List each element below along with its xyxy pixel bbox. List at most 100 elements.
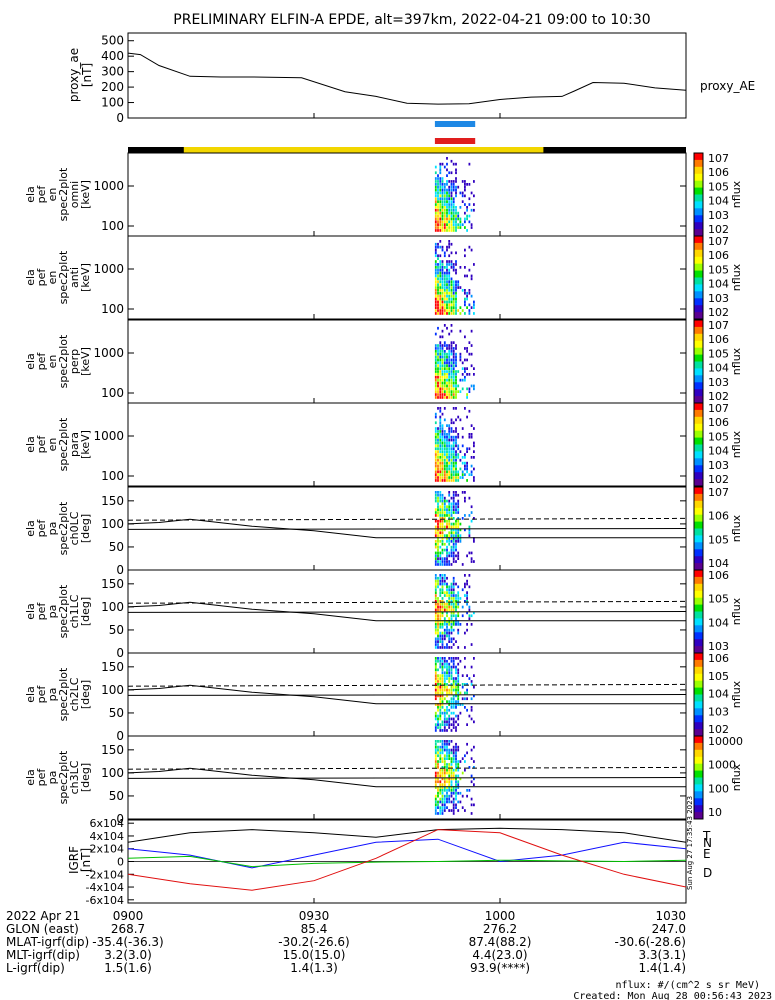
heatmap-cell — [455, 617, 457, 620]
heatmap-cell — [437, 277, 439, 281]
heatmap-cell — [446, 473, 448, 476]
heatmap-cell — [452, 665, 455, 669]
heatmap-cell — [439, 611, 442, 615]
heatmap-cell — [455, 620, 457, 623]
lc-curve — [127, 601, 686, 622]
colorbar-tick-label: 103 — [708, 705, 729, 718]
heatmap-cell — [455, 312, 457, 315]
heatmap-cell — [446, 605, 448, 609]
lc-curve — [127, 518, 686, 539]
heatmap-cell — [439, 545, 442, 549]
heatmap-cell — [439, 223, 442, 226]
heatmap-cell — [437, 393, 439, 396]
colorbar-segment — [694, 812, 703, 820]
heatmap-cell — [468, 496, 471, 500]
heatmap-cell — [439, 754, 442, 758]
heatmap-cell — [448, 688, 451, 692]
heatmap-cell — [437, 245, 439, 249]
heatmap-cell — [450, 214, 453, 218]
heatmap-cell — [450, 200, 453, 203]
heatmap-cell — [439, 438, 442, 442]
heatmap-cell — [461, 361, 464, 365]
heatmap-cell — [473, 208, 475, 212]
heatmap-cell — [450, 763, 453, 766]
heatmap-cell — [446, 168, 448, 172]
proxy-ytick-label: 400 — [101, 49, 124, 63]
panel-ylabel: [keV] — [79, 263, 92, 292]
heatmap-cell — [437, 271, 439, 275]
heatmap-cell — [448, 438, 451, 442]
heatmap-cell — [452, 289, 455, 292]
heatmap-cell — [455, 453, 457, 456]
heatmap-cell — [443, 289, 446, 292]
heatmap-cell — [461, 461, 464, 465]
heatmap-cell — [434, 396, 437, 399]
heatmap-cell — [448, 433, 451, 436]
heatmap-cell — [455, 464, 457, 468]
heatmap-cell — [439, 511, 442, 514]
heatmap-cell — [437, 242, 439, 246]
igrf-ytick-label: 6x104 — [89, 817, 124, 830]
heatmap-cell — [452, 789, 455, 792]
heatmap-cell — [459, 286, 462, 289]
heatmap-cell — [434, 671, 437, 675]
heatmap-cell — [439, 602, 442, 606]
heatmap-cell — [450, 563, 453, 566]
heatmap-cell — [434, 191, 437, 195]
heatmap-cell — [452, 180, 455, 183]
heatmap-cell — [443, 657, 446, 660]
proxy-legend: proxy_AE — [700, 79, 755, 93]
heatmap-cell — [450, 393, 453, 396]
heatmap-cell — [441, 809, 444, 812]
heatmap-cell — [441, 812, 444, 815]
heatmap-cell — [446, 248, 448, 252]
heatmap-cell — [446, 594, 448, 597]
heatmap-cell — [457, 479, 460, 482]
heatmap-cell — [437, 185, 439, 189]
heatmap-cell — [448, 726, 451, 729]
heatmap-cell — [455, 806, 457, 809]
heatmap-cell — [448, 396, 451, 399]
heatmap-cell — [439, 576, 442, 580]
heatmap-cell — [446, 611, 448, 615]
heatmap-cell — [452, 387, 455, 391]
heatmap-cell — [464, 220, 466, 224]
heatmap-cell — [448, 347, 451, 350]
heatmap-cell — [434, 355, 437, 359]
heatmap-cell — [434, 203, 437, 206]
heatmap-cell — [437, 456, 439, 459]
heatmap-cell — [443, 200, 446, 203]
heatmap-cell — [434, 378, 437, 382]
heatmap-cell — [437, 280, 439, 284]
igrf-ytick-label: -6x104 — [86, 894, 124, 907]
heatmap-cell — [468, 551, 471, 555]
heatmap-cell — [464, 312, 466, 315]
heatmap-cell — [455, 461, 457, 465]
heatmap-cell — [452, 748, 455, 752]
heatmap-cell — [439, 297, 442, 301]
heatmap-cell — [446, 479, 448, 482]
heatmap-cell — [452, 637, 455, 641]
heatmap-cell — [457, 522, 460, 526]
heatmap-cell — [434, 370, 437, 373]
heatmap-cell — [455, 378, 457, 382]
heatmap-cell — [448, 473, 451, 476]
heatmap-cell — [450, 458, 453, 462]
heatmap-cell — [437, 438, 439, 442]
heatmap-cell — [441, 711, 444, 715]
heatmap-cell — [439, 789, 442, 792]
heatmap-cell — [446, 470, 448, 474]
heatmap-cell — [450, 585, 453, 589]
heatmap-cell — [441, 677, 444, 680]
heatmap-cell — [448, 280, 451, 284]
heatmap-cell — [448, 637, 451, 641]
heatmap-cell — [434, 745, 437, 749]
heatmap-cell — [441, 223, 444, 226]
heatmap-cell — [446, 464, 448, 468]
heatmap-cell — [457, 620, 460, 623]
heatmap-cell — [443, 350, 446, 353]
heatmap-cell — [434, 611, 437, 615]
heatmap-cell — [452, 534, 455, 537]
heatmap-cell — [459, 540, 462, 543]
heatmap-cell — [455, 344, 457, 347]
